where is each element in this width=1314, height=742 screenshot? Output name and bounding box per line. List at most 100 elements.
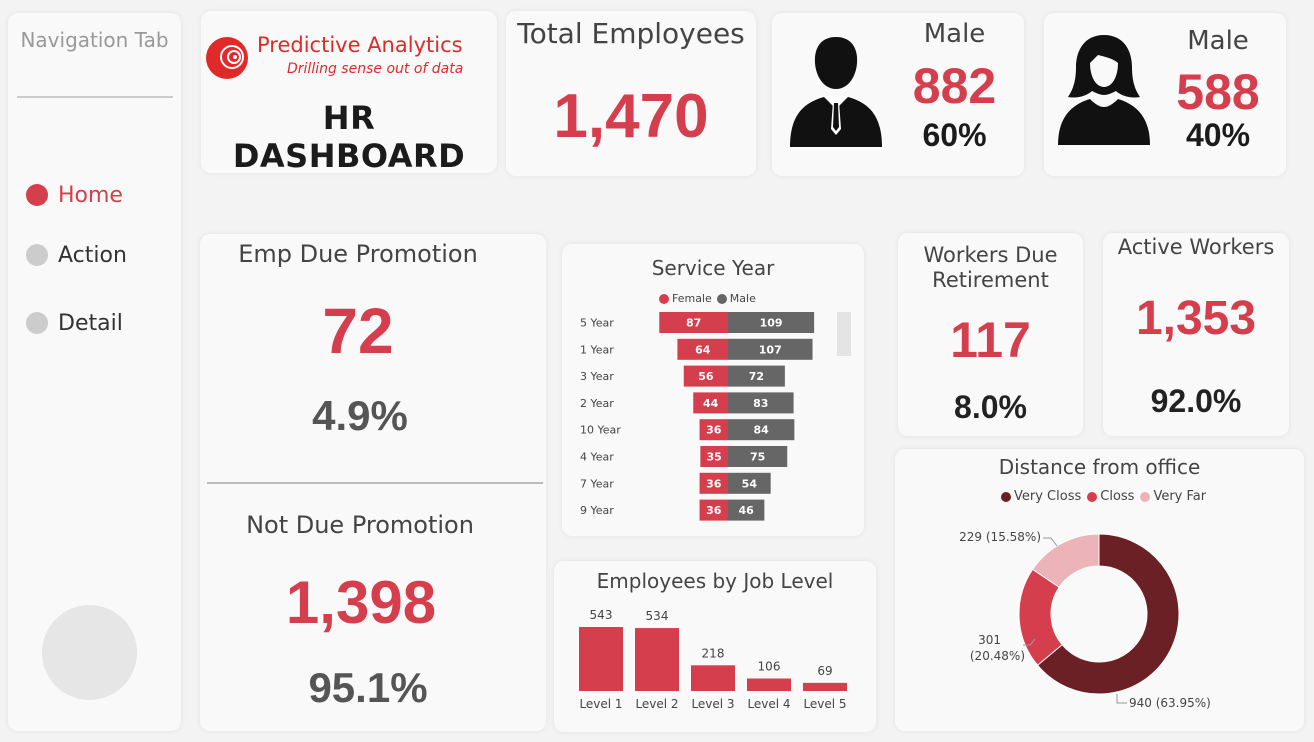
- female-label: Male: [1187, 26, 1249, 56]
- job-level-chart: 543 Level 1 534 Level 2 218 Level 3 106 Level 4…: [579, 608, 847, 711]
- service-year-male-value: 83: [753, 397, 768, 410]
- distance-donut-slice: [1031, 533, 1100, 588]
- distance-leader-line: [1023, 638, 1036, 646]
- distance-donut-chart: 940 (63.95%) 301 (20.48%) 229 (15.58%): [959, 530, 1211, 710]
- service-year-female-bar: [683, 365, 728, 387]
- nav-action-label: Action: [58, 242, 127, 268]
- male-card: Male 882 60%: [772, 13, 1024, 176]
- retirement-label: Workers Due Retirement: [923, 243, 1058, 292]
- service-year-title: Service Year: [651, 256, 775, 280]
- nav-detail-label: Detail: [58, 310, 123, 336]
- service-year-category-label: 10 Year: [580, 424, 621, 437]
- service-year-category-label: 2 Year: [580, 397, 614, 410]
- service-year-female-bar: [659, 312, 728, 333]
- service-year-category-label: 3 Year: [580, 370, 614, 383]
- job-level-bar: [579, 627, 623, 691]
- service-year-female-value: 36: [706, 477, 722, 490]
- job-level-bar: [747, 678, 791, 691]
- retirement-value: 117: [950, 312, 1031, 368]
- legend-female-label: Female: [672, 292, 712, 305]
- active-workers-card: Active Workers 1,353 92.0%: [1103, 233, 1289, 436]
- distance-value-label: 301: [978, 633, 1001, 647]
- nav-detail-dot-icon: [26, 312, 48, 334]
- service-year-male-value: 72: [749, 370, 764, 383]
- retirement-percent: 8.0%: [954, 389, 1027, 425]
- promotion-divider: [207, 482, 543, 484]
- legend-very-close-label: Very Closs: [1014, 489, 1082, 504]
- job-level-value-label: 218: [702, 646, 725, 660]
- service-year-male-bar: [728, 338, 813, 360]
- distance-donut-slice: [1036, 533, 1180, 695]
- service-year-female-value: 36: [706, 424, 722, 437]
- dashboard-title: HR DASHBOARD: [232, 99, 466, 175]
- service-year-male-bar: [728, 419, 795, 441]
- job-level-bar: [691, 665, 735, 691]
- service-year-female-bar: [699, 472, 728, 494]
- due-promotion-label: Emp Due Promotion: [238, 240, 478, 268]
- female-person-icon: [1058, 35, 1150, 145]
- distance-value-label: 940 (63.95%): [1129, 696, 1211, 710]
- due-promotion-percent: 4.9%: [312, 392, 408, 439]
- distance-title: Distance from office: [998, 455, 1201, 479]
- service-year-scrollbar[interactable]: [837, 312, 851, 356]
- total-employees-value: 1,470: [553, 82, 709, 151]
- service-year-category-label: 7 Year: [580, 477, 614, 490]
- distance-card: Distance from office Very Closs Closs Ve…: [895, 449, 1304, 731]
- job-level-bar: [635, 628, 679, 691]
- service-year-female-bar: [693, 392, 728, 414]
- male-label: Male: [923, 19, 986, 49]
- legend-male-label: Male: [729, 292, 756, 305]
- legend-very-close-dot-icon: [1001, 491, 1011, 502]
- service-year-female-value: 64: [695, 343, 711, 356]
- service-year-male-value: 46: [739, 504, 755, 517]
- service-year-category-label: 5 Year: [580, 317, 614, 330]
- service-year-female-bar: [699, 499, 728, 521]
- nav-home-label: Home: [58, 182, 123, 208]
- job-level-title: Employees by Job Level: [596, 569, 834, 593]
- due-promotion-value: 72: [322, 295, 394, 367]
- nav-home-dot-icon: [26, 184, 48, 206]
- distance-value-label: (20.48%): [970, 649, 1025, 663]
- service-year-female-bar: [699, 419, 728, 441]
- service-year-male-value: 109: [760, 317, 783, 330]
- nav-item-detail[interactable]: Detail: [26, 308, 123, 338]
- job-level-category-label: Level 3: [691, 697, 734, 711]
- service-year-male-bar: [728, 312, 815, 333]
- service-year-category-label: 9 Year: [580, 504, 614, 517]
- legend-male-dot-icon: [716, 293, 727, 304]
- service-year-male-bar: [728, 472, 771, 494]
- navigation-panel: Navigation Tab Home Action Detail: [8, 13, 181, 731]
- legend-female-dot-icon: [659, 293, 669, 304]
- logo-name: Predictive Analytics: [257, 33, 463, 57]
- nav-circle-button[interactable]: [42, 605, 137, 700]
- female-card: Male 588 40%: [1044, 13, 1286, 176]
- not-due-promotion-value: 1,398: [285, 569, 437, 636]
- service-year-female-value: 44: [703, 397, 719, 410]
- service-year-female-bar: [677, 338, 728, 360]
- legend-very-far-dot-icon: [1140, 491, 1151, 502]
- not-due-promotion-percent: 95.1%: [308, 664, 428, 711]
- nav-item-home[interactable]: Home: [26, 180, 123, 210]
- job-level-category-label: Level 1: [579, 697, 622, 711]
- service-year-male-bar: [728, 392, 794, 414]
- service-year-female-value: 36: [706, 504, 722, 517]
- service-year-card: Service Year Female Male 5 Year 87 109 1 Ye…: [562, 244, 864, 536]
- female-percent: 40%: [1185, 117, 1251, 153]
- job-level-value-label: 106: [758, 660, 781, 674]
- nav-action-dot-icon: [26, 244, 48, 266]
- job-level-card: Employees by Job Level 543 Level 1 534 Leve…: [554, 561, 876, 732]
- job-level-value-label: 543: [590, 608, 613, 622]
- job-level-value-label: 534: [646, 609, 669, 623]
- logo-card: Predictive Analytics Drilling sense out …: [201, 11, 497, 175]
- logo-tagline: Drilling sense out of data: [287, 61, 464, 77]
- job-level-value-label: 69: [817, 664, 832, 678]
- service-year-legend: Female Male: [659, 292, 756, 305]
- job-level-bar: [803, 682, 847, 691]
- nav-item-action[interactable]: Action: [26, 240, 127, 270]
- legend-very-far-label: Very Far: [1153, 489, 1207, 504]
- service-year-male-value: 75: [750, 451, 765, 464]
- male-person-icon: [790, 37, 882, 147]
- predictive-analytics-logo-icon: [206, 37, 248, 79]
- legend-close-dot-icon: [1087, 491, 1098, 502]
- service-year-category-label: 4 Year: [580, 451, 614, 464]
